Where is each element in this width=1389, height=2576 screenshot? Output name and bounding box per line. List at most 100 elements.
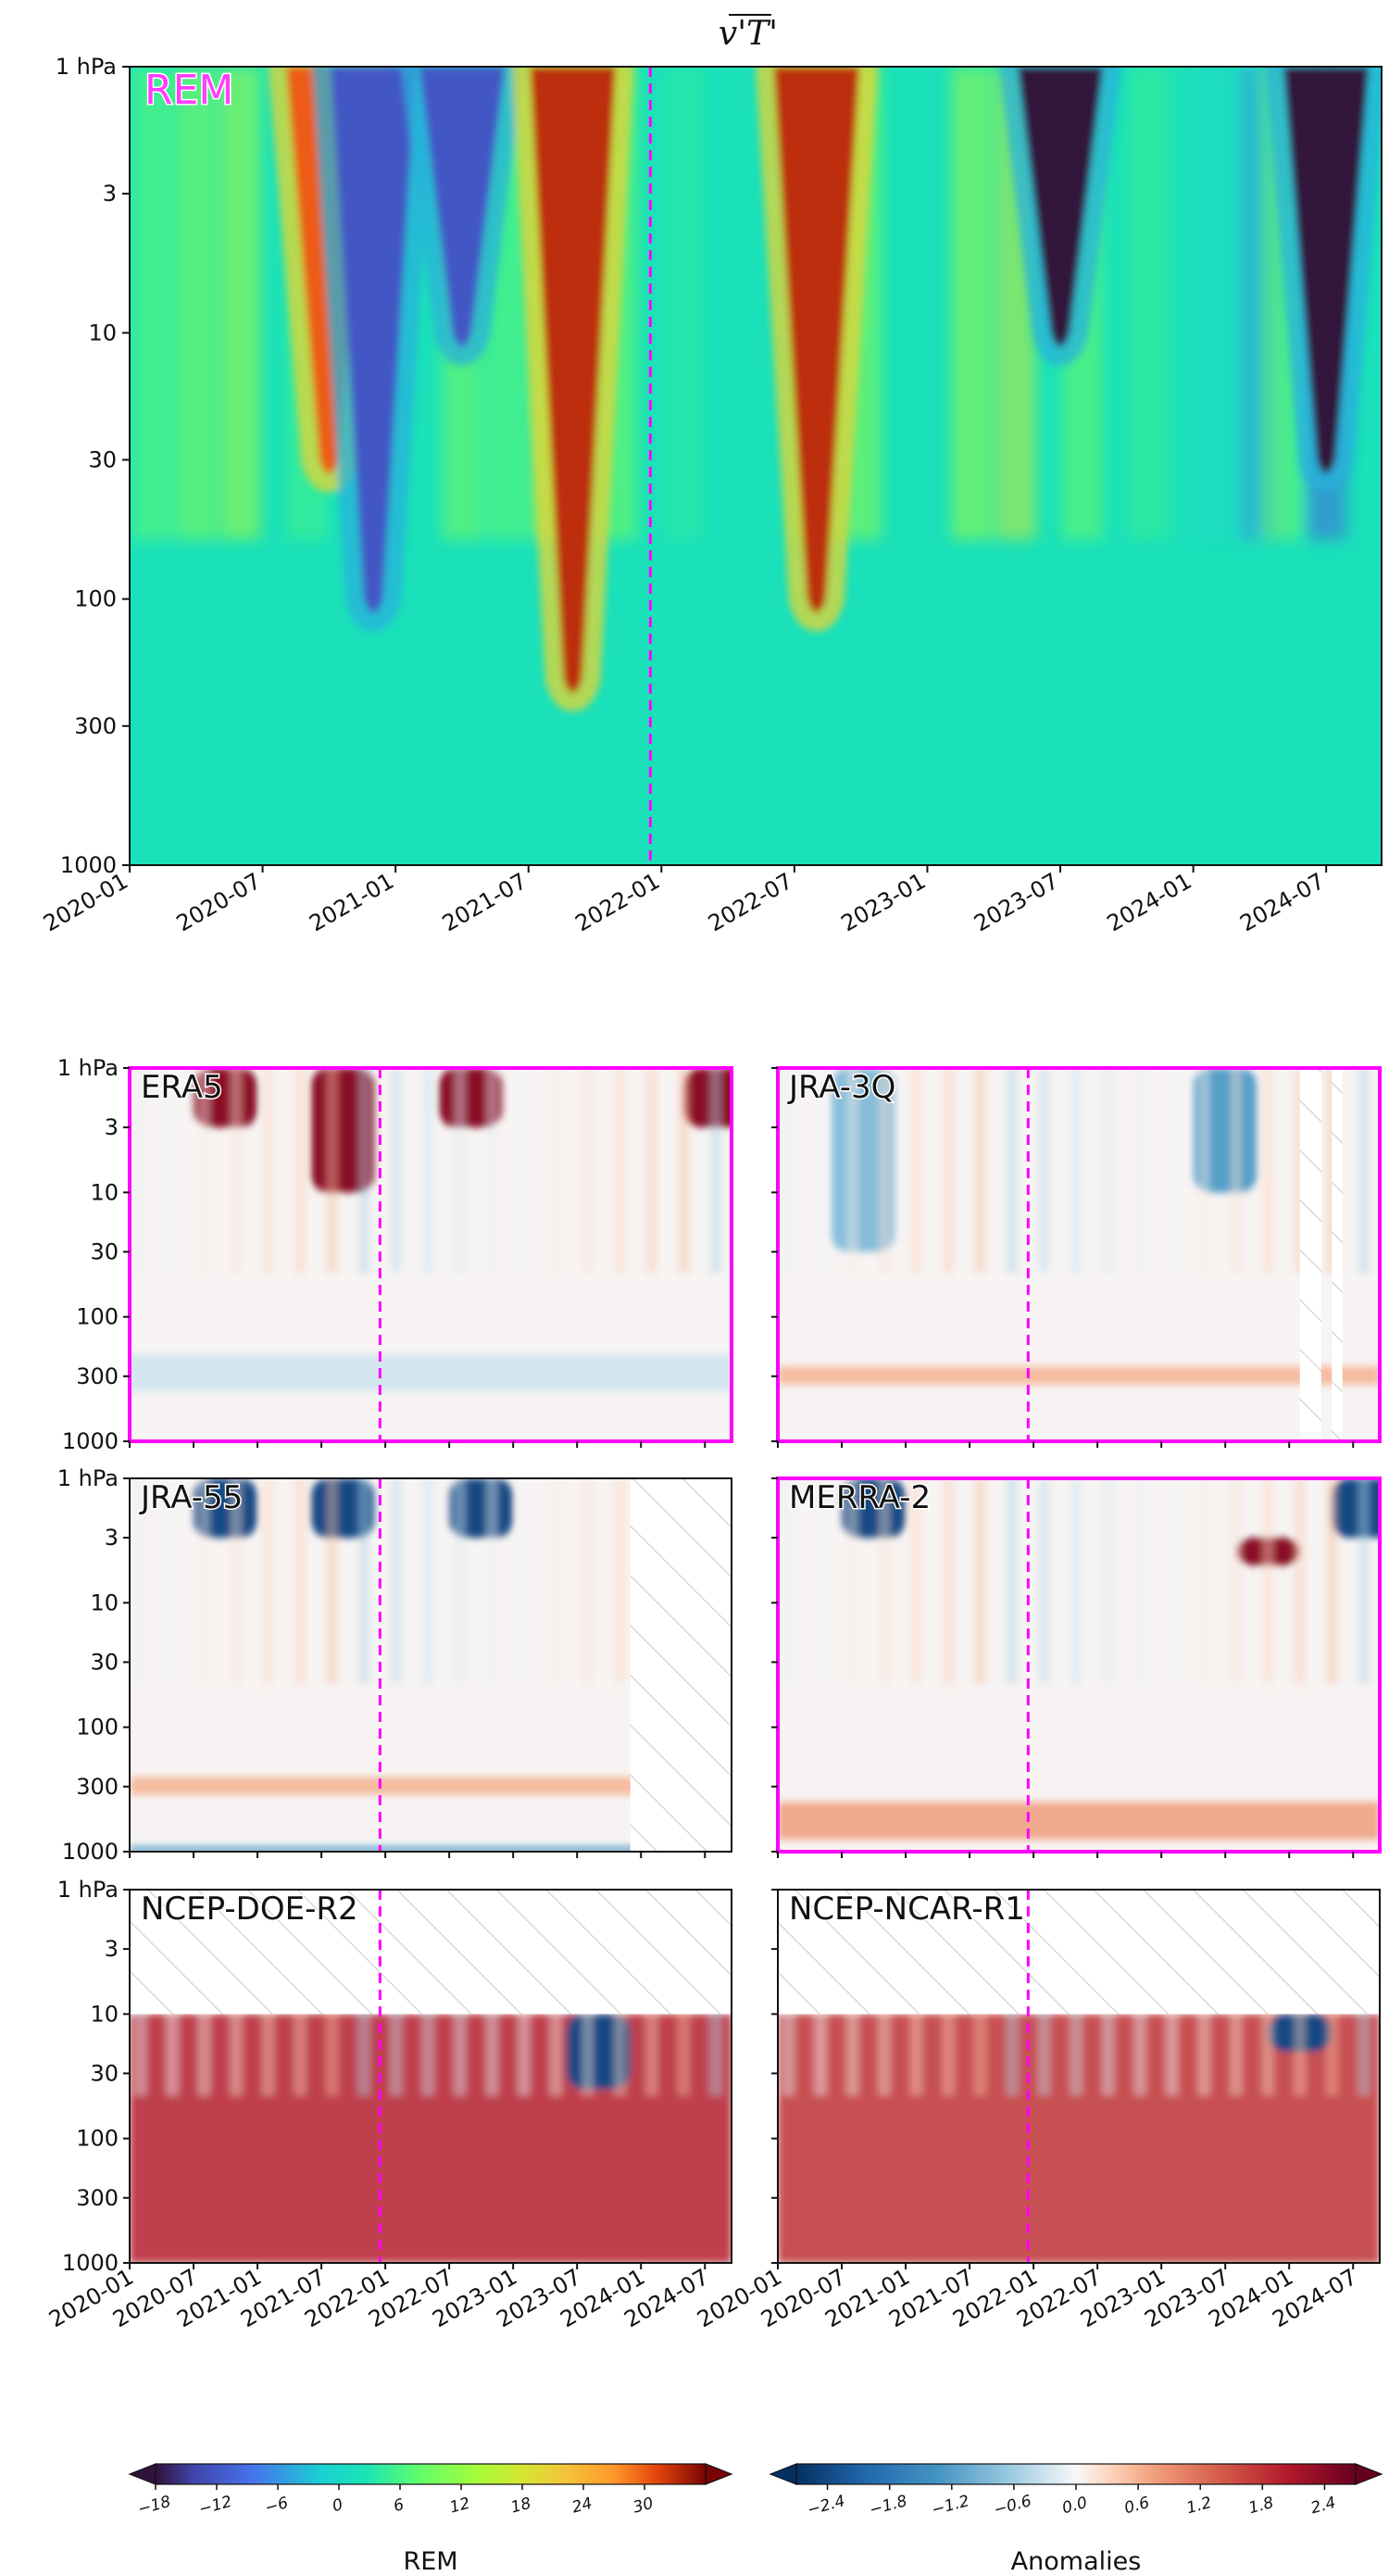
panel-texture [943,1478,954,1684]
panel-texture [455,1068,466,1274]
panel-texture [263,1478,274,1684]
panel-texture [1231,1478,1242,1684]
panel-texture [1358,1478,1370,1684]
panel-y-tick-label: 300 [76,1774,119,1800]
rem-y-tick-label: 10 [88,320,117,346]
rem-y-tick-label: 300 [74,713,117,739]
panel-jra-55: 1 hPa 3 10 30 100 300 1000 JRA-55 [57,1465,737,1865]
panel-texture [327,1478,338,1684]
panel-texture [231,1068,242,1274]
colorbar-tick-label: 6 [392,2495,407,2516]
panel-y-tick-label: 1 hPa [57,1465,119,1491]
missing-data-region [1332,1068,1343,1441]
panel-texture [614,1478,625,1684]
panel-texture [1070,1068,1082,1274]
panel-texture [975,1478,986,1684]
rem-panel-label: REM [144,67,233,114]
rem-x-tick-label: 2024-01 [1103,868,1196,936]
colorbar-tick-label: −18 [136,2493,173,2519]
panel-texture [486,1478,497,1684]
panel-label: JRA-55 [139,1479,243,1516]
panel-texture [646,1068,657,1274]
panel-texture [1231,1068,1242,1274]
colorbar-tick-label: −0.6 [992,2492,1033,2519]
colorbar-tick-label: 30 [632,2494,656,2518]
panel-y-tick-label: 1 hPa [57,1055,119,1081]
colorbar-tick-label: −1.8 [868,2492,909,2519]
panel-texture [550,1068,561,1274]
colorbar-anomalies: −2.4 −1.8 −1.2 −0.6 0.0 0.6 1.2 1.8 2.4 Anomalies [770,2464,1382,2576]
panel-texture [422,1068,433,1274]
panel-label: NCEP-NCAR-R1 [789,1891,1025,1928]
panel-texture [1262,1478,1273,1684]
panel-feature-band [130,1354,732,1391]
panel-y-tick-label: 3 [105,1114,119,1140]
panel-y-tick-label: 3 [105,1525,119,1551]
rem-y-tick-label: 1 hPa [56,54,117,80]
panel-texture [358,1068,369,1274]
panel-y-tick-label: 30 [90,1238,119,1264]
colorbar-tick-label: 2.4 [1308,2494,1337,2518]
rem-heatmap-field [130,67,1382,865]
panel-ncep-doe-r2: 1 hPa3103010030010002020-012020-072021-0… [44,1877,732,2332]
rem-texture-column [951,67,992,540]
rem-x-tick-label: 2021-07 [438,868,532,936]
panel-texture [1007,1478,1018,1684]
colorbar-title: Anomalies [1011,2547,1142,2576]
panel-texture [1103,1068,1114,1274]
panel-feature-band [778,1366,1380,1385]
colorbar-tick-label: 24 [570,2494,594,2518]
panel-y-tick-label: 1000 [62,1839,119,1865]
missing-data-region [631,1478,737,1852]
rem-texture-column [131,67,172,540]
panel-texture [1198,1068,1209,1274]
colorbar-tick-label: −12 [197,2493,234,2519]
colorbar-tick-label: 1.8 [1246,2494,1275,2518]
colorbar-tick-label: 0 [331,2495,345,2516]
rem-texture-column [1195,67,1236,540]
panel-texture [678,1068,689,1274]
colorbar-tick-label: −2.4 [806,2492,847,2519]
panel-label: ERA5 [141,1069,223,1106]
panel-texture [1039,1478,1050,1684]
panel-texture [582,1068,594,1274]
panel-era5: 1 hPa310301003001000ERA5 [57,1055,747,1454]
panel-y-tick-label: 1000 [62,1428,119,1454]
panel-texture [327,1068,338,1274]
figure-title: v'T' [719,15,778,53]
panel-texture [1295,1478,1306,1684]
rem-x-tick-label: 2023-07 [970,868,1063,936]
panel-texture [391,1478,402,1684]
rem-x-tick-label: 2021-01 [305,868,398,936]
colorbar-max-extend [706,2464,732,2484]
panel-y-tick-label: 100 [76,2126,119,2152]
rem-x-tick-label: 2024-07 [1235,868,1329,936]
panel-texture [710,1068,721,1274]
rem-texture-column [220,67,261,540]
panel-texture [263,1068,274,1274]
panel-y-tick-label: 300 [76,1363,119,1389]
panel-texture [1167,1478,1178,1684]
panel-texture [1103,1478,1114,1684]
colorbar-gradient [796,2464,1356,2484]
colorbar-title: REM [403,2547,457,2576]
rem-x-tick-label: 2020-01 [39,868,132,936]
colorbar-min-extend [770,2464,796,2484]
panel-texture [943,1068,954,1274]
panel-texture [519,1478,530,1684]
panel-y-tick-label: 100 [76,1304,119,1330]
panel-y-tick-label: 3 [105,1936,119,1962]
panel-texture [358,1478,369,1684]
panel-y-tick-label: 1 hPa [57,1877,119,1903]
colorbar-tick-label: 0.6 [1122,2494,1151,2518]
panel-y-tick-label: 30 [90,2060,119,2086]
colorbar-min-extend [130,2464,156,2484]
panel-texture [1134,1478,1145,1684]
panel-jra-3q: JRA-3Q [771,1068,1380,1448]
panel-texture [1007,1068,1018,1274]
panel-texture [1326,1478,1337,1684]
panel-y-tick-label: 30 [90,1649,119,1675]
panel-texture [582,1478,594,1684]
panel-texture [391,1068,402,1274]
panel-texture [1167,1068,1178,1274]
